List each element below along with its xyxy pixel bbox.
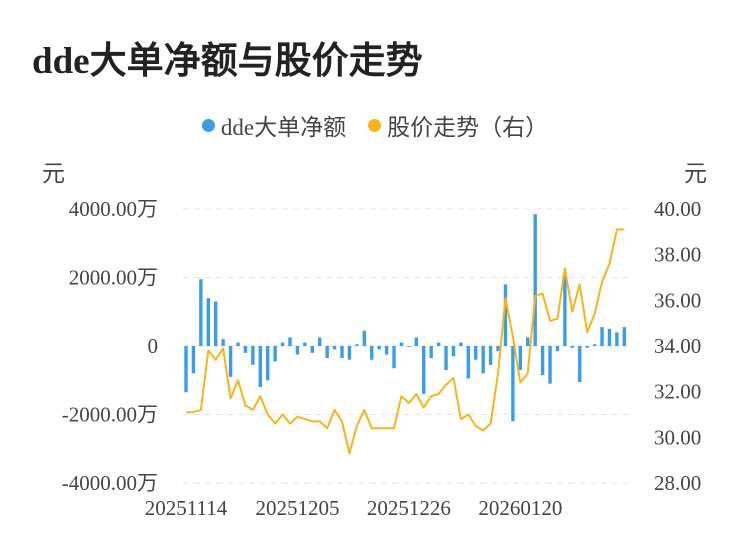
dde-bar xyxy=(459,342,463,346)
dde-bar xyxy=(303,342,307,346)
legend-label-dde: dde大单净额 xyxy=(220,115,347,140)
dde-bar xyxy=(288,337,292,346)
dde-bar xyxy=(362,330,367,346)
legend-item-dde[interactable]: dde大单净额 xyxy=(201,108,347,142)
dde-bar xyxy=(444,346,448,370)
dde-bar xyxy=(563,274,567,346)
dde-bar xyxy=(199,279,203,346)
dde-bar xyxy=(332,346,337,350)
dde-bar xyxy=(533,214,537,346)
y-right-tick-label: 38.00 xyxy=(654,243,701,267)
dde-bar xyxy=(422,346,426,394)
y-right-tick-label: 28.00 xyxy=(654,471,701,495)
dde-bar xyxy=(266,346,270,381)
dde-bar xyxy=(236,342,240,346)
dde-bar xyxy=(474,346,478,360)
chart-legend: dde大单净额 股价走势（右） xyxy=(0,108,750,142)
dde-bar xyxy=(496,346,500,352)
y-right-tick-label: 32.00 xyxy=(654,380,701,404)
dde-bar xyxy=(258,346,262,388)
dde-bar xyxy=(436,342,441,346)
left-axis-unit: 元 xyxy=(42,161,65,186)
dde-bar xyxy=(407,346,411,347)
y-left-tick-label: -2000.00万 xyxy=(62,403,158,427)
legend-dot-price xyxy=(368,118,382,132)
dde-bar xyxy=(526,337,530,346)
y-right-tick-label: 36.00 xyxy=(654,288,701,312)
dde-bar xyxy=(340,346,344,358)
y-left-tick-label: -4000.00万 xyxy=(62,471,158,495)
dde-bar xyxy=(399,342,404,346)
chart-title: dde大单净额与股价走势 xyxy=(32,41,423,82)
dde-bar xyxy=(228,346,233,377)
dde-bar xyxy=(377,346,381,350)
dde-bar xyxy=(570,346,575,348)
dde-bar xyxy=(555,346,560,352)
dde-bar xyxy=(206,298,210,346)
right-axis-unit: 元 xyxy=(684,161,707,186)
dde-bar xyxy=(184,346,188,393)
dde-bar xyxy=(214,301,218,346)
dde-bar xyxy=(355,344,359,346)
dde-bar xyxy=(221,339,225,346)
dde-bar xyxy=(347,346,352,360)
dde-bar xyxy=(243,346,248,353)
dde-bar xyxy=(503,284,508,346)
y-left-tick-label: 4000.00万 xyxy=(69,197,158,221)
dde-bar xyxy=(429,346,433,358)
dde-bar xyxy=(325,346,329,358)
dde-bar xyxy=(615,332,619,346)
dde-bar xyxy=(585,346,589,348)
dde-bar xyxy=(191,346,196,374)
dde-bar xyxy=(370,346,374,360)
x-tick-label: 20251114 xyxy=(145,496,228,520)
y-right-tick-label: 40.00 xyxy=(654,197,701,221)
x-tick-label: 20251226 xyxy=(367,496,451,520)
legend-label-price: 股价走势（右） xyxy=(387,115,549,140)
dde-bar xyxy=(280,342,285,346)
dde-bar xyxy=(310,346,314,353)
dde-bar xyxy=(481,346,485,374)
dde-bar xyxy=(251,346,255,365)
dde-bar xyxy=(578,346,582,382)
dde-bar xyxy=(511,346,515,422)
legend-dot-dde xyxy=(201,118,215,132)
dde-bar xyxy=(392,346,396,369)
dde-bar xyxy=(622,327,627,346)
y-left-tick-label: 0 xyxy=(148,334,159,358)
dde-bar xyxy=(466,346,471,379)
dde-bar xyxy=(451,346,456,357)
y-right-tick-label: 34.00 xyxy=(654,334,701,358)
x-tick-label: 20260120 xyxy=(478,496,562,520)
dde-bar xyxy=(273,346,277,362)
dde-bar xyxy=(414,337,419,346)
legend-item-price[interactable]: 股价走势（右） xyxy=(368,108,548,142)
dde-bar xyxy=(318,337,322,346)
dde-bar xyxy=(600,327,604,346)
dde-bar xyxy=(384,346,389,355)
dde-bar xyxy=(540,346,545,376)
x-tick-label: 20251205 xyxy=(255,496,339,520)
dde-bar xyxy=(607,328,612,346)
dde-bar xyxy=(592,344,597,346)
y-right-tick-label: 30.00 xyxy=(654,425,701,449)
dde-bar xyxy=(548,346,552,384)
dde-bar xyxy=(518,346,523,370)
dde-bar xyxy=(295,346,300,355)
dde-bar xyxy=(488,346,493,365)
price-line xyxy=(186,228,625,455)
y-left-tick-label: 2000.00万 xyxy=(69,266,158,290)
